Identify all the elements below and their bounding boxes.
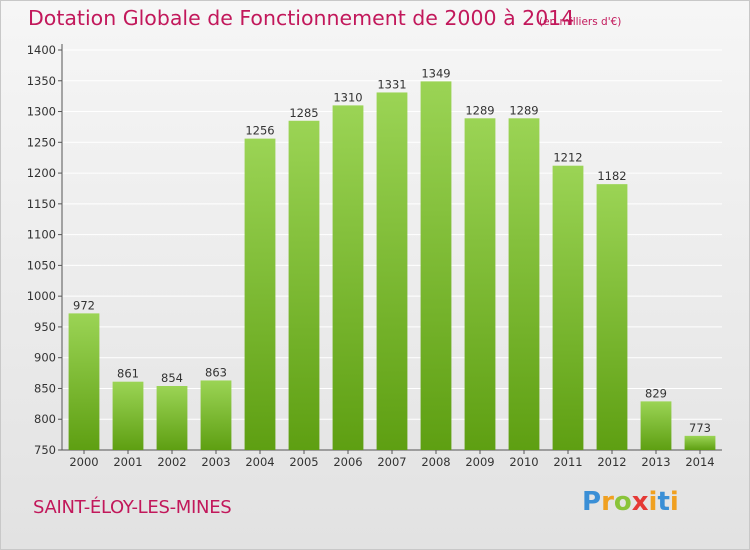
- y-tick-label: 1000: [27, 289, 56, 303]
- bar: [552, 165, 584, 450]
- bar: [640, 401, 672, 450]
- logo-letter: x: [631, 487, 649, 517]
- bar: [464, 118, 496, 451]
- data-label: 854: [161, 371, 183, 385]
- data-label: 1331: [377, 77, 406, 91]
- logo-letter: o: [613, 487, 632, 517]
- data-label: 972: [73, 298, 95, 312]
- bar: [596, 184, 628, 450]
- x-tick-label: 2007: [377, 455, 406, 469]
- y-tick-label: 1050: [27, 258, 56, 272]
- bar: [684, 435, 716, 450]
- data-label: 863: [205, 365, 227, 379]
- y-tick-label: 850: [34, 381, 56, 395]
- x-tick-labels: 2000 2001 2002 2003 2004 2005 2006 2007 2008 2009…: [69, 455, 714, 469]
- x-tick-label: 2014: [685, 455, 714, 469]
- bar: [420, 81, 452, 450]
- data-label: 1289: [509, 103, 538, 117]
- data-label: 773: [689, 421, 711, 435]
- y-tick-labels: 750 800 850 900 950 1000 1050 1100 1150 1200 1250 1…: [27, 43, 56, 457]
- y-tick-label: 1250: [27, 135, 56, 149]
- y-tick-label: 1150: [27, 197, 56, 211]
- bar: [112, 381, 144, 450]
- x-tick-label: 2010: [509, 455, 538, 469]
- x-tick-label: 2011: [553, 455, 582, 469]
- x-tick-label: 2003: [201, 455, 230, 469]
- bar: [156, 386, 188, 450]
- logo-letter: i: [669, 487, 679, 517]
- logo-letter: t: [657, 487, 670, 517]
- x-tick-label: 2004: [245, 455, 274, 469]
- x-tick-label: 2000: [69, 455, 98, 469]
- data-label: 1289: [465, 103, 494, 117]
- commune-name: SAINT-ÉLOY-LES-MINES: [33, 497, 232, 518]
- bar: [244, 138, 276, 450]
- bar: [200, 380, 232, 450]
- data-label: 1182: [597, 169, 626, 183]
- y-tick-label: 900: [34, 351, 56, 365]
- bars: [68, 81, 716, 451]
- bar: [376, 92, 408, 450]
- bar: [68, 313, 100, 450]
- x-tick-label: 2005: [289, 455, 318, 469]
- logo-letter: r: [601, 487, 614, 517]
- logo-letter: i: [648, 487, 658, 517]
- bar: [332, 105, 364, 450]
- x-tick-label: 2008: [421, 455, 450, 469]
- data-label: 1349: [421, 66, 450, 80]
- logo-letter: P: [582, 487, 602, 517]
- x-tick-label: 2002: [157, 455, 186, 469]
- data-label: 1256: [245, 124, 274, 138]
- y-tick-label: 800: [34, 412, 56, 426]
- x-tick-label: 2009: [465, 455, 494, 469]
- y-tick-label: 750: [34, 443, 56, 457]
- data-label: 829: [645, 386, 667, 400]
- data-labels: 972 861 854 863 1256 1285 1310 1331 1349 1289 1289…: [73, 66, 711, 434]
- unit-label: (en milliers d'€): [539, 16, 622, 28]
- y-tick-label: 1300: [27, 105, 56, 119]
- data-label: 1310: [333, 90, 362, 104]
- x-tick-label: 2006: [333, 455, 362, 469]
- y-tick-label: 950: [34, 320, 56, 334]
- x-tick-label: 2013: [641, 455, 670, 469]
- x-tick-label: 2001: [113, 455, 142, 469]
- y-tick-label: 1100: [27, 228, 56, 242]
- chart-title: Dotation Globale de Fonctionnement de 20…: [28, 6, 575, 30]
- y-tick-label: 1400: [27, 43, 56, 57]
- bar: [288, 120, 320, 451]
- bar: [508, 118, 540, 451]
- data-label: 1212: [553, 151, 582, 165]
- data-label: 1285: [289, 106, 318, 120]
- data-label: 861: [117, 367, 139, 381]
- y-tick-label: 1350: [27, 74, 56, 88]
- proxiti-logo: Proxiti: [582, 487, 679, 517]
- y-tick-label: 1200: [27, 166, 56, 180]
- x-tick-label: 2012: [597, 455, 626, 469]
